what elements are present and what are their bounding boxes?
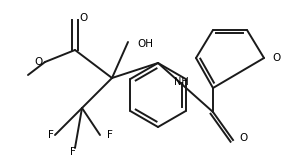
Text: O: O (35, 57, 43, 67)
Text: F: F (107, 130, 113, 140)
Text: O: O (239, 133, 247, 143)
Text: NH: NH (174, 76, 189, 87)
Text: O: O (79, 13, 87, 23)
Text: F: F (70, 147, 76, 157)
Text: F: F (48, 130, 54, 140)
Text: O: O (272, 53, 280, 63)
Text: OH: OH (137, 39, 153, 49)
